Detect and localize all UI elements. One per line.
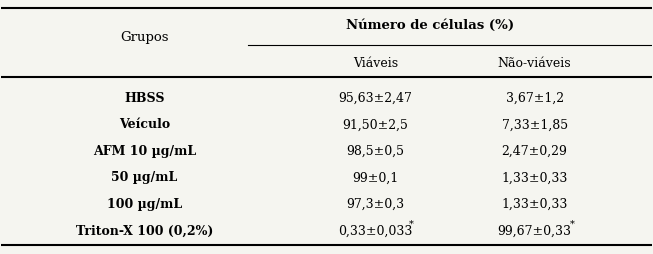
Text: Número de células (%): Número de células (%) xyxy=(347,19,515,32)
Text: *: * xyxy=(409,218,413,227)
Text: 1,33±0,33: 1,33±0,33 xyxy=(502,197,567,210)
Text: 99±0,1: 99±0,1 xyxy=(352,171,398,184)
Text: Grupos: Grupos xyxy=(120,31,168,44)
Text: 98,5±0,5: 98,5±0,5 xyxy=(346,144,404,157)
Text: HBSS: HBSS xyxy=(124,92,165,105)
Text: AFM 10 µg/mL: AFM 10 µg/mL xyxy=(93,144,196,157)
Text: 100 µg/mL: 100 µg/mL xyxy=(107,197,182,210)
Text: 1,33±0,33: 1,33±0,33 xyxy=(502,171,567,184)
Text: *: * xyxy=(570,218,575,227)
Text: 0,33±0,033: 0,33±0,033 xyxy=(338,224,413,236)
Text: 50 µg/mL: 50 µg/mL xyxy=(111,171,178,184)
Text: Não-viáveis: Não-viáveis xyxy=(498,56,571,69)
Text: 95,63±2,47: 95,63±2,47 xyxy=(338,92,412,105)
Text: 97,3±0,3: 97,3±0,3 xyxy=(346,197,404,210)
Text: Triton-X 100 (0,2%): Triton-X 100 (0,2%) xyxy=(76,224,213,236)
Text: 91,50±2,5: 91,50±2,5 xyxy=(342,118,408,131)
Text: 7,33±1,85: 7,33±1,85 xyxy=(502,118,567,131)
Text: Veículo: Veículo xyxy=(119,118,170,131)
Text: 99,67±0,33: 99,67±0,33 xyxy=(498,224,571,236)
Text: 3,67±1,2: 3,67±1,2 xyxy=(505,92,564,105)
Text: Viáveis: Viáveis xyxy=(353,56,398,69)
Text: 2,47±0,29: 2,47±0,29 xyxy=(502,144,567,157)
